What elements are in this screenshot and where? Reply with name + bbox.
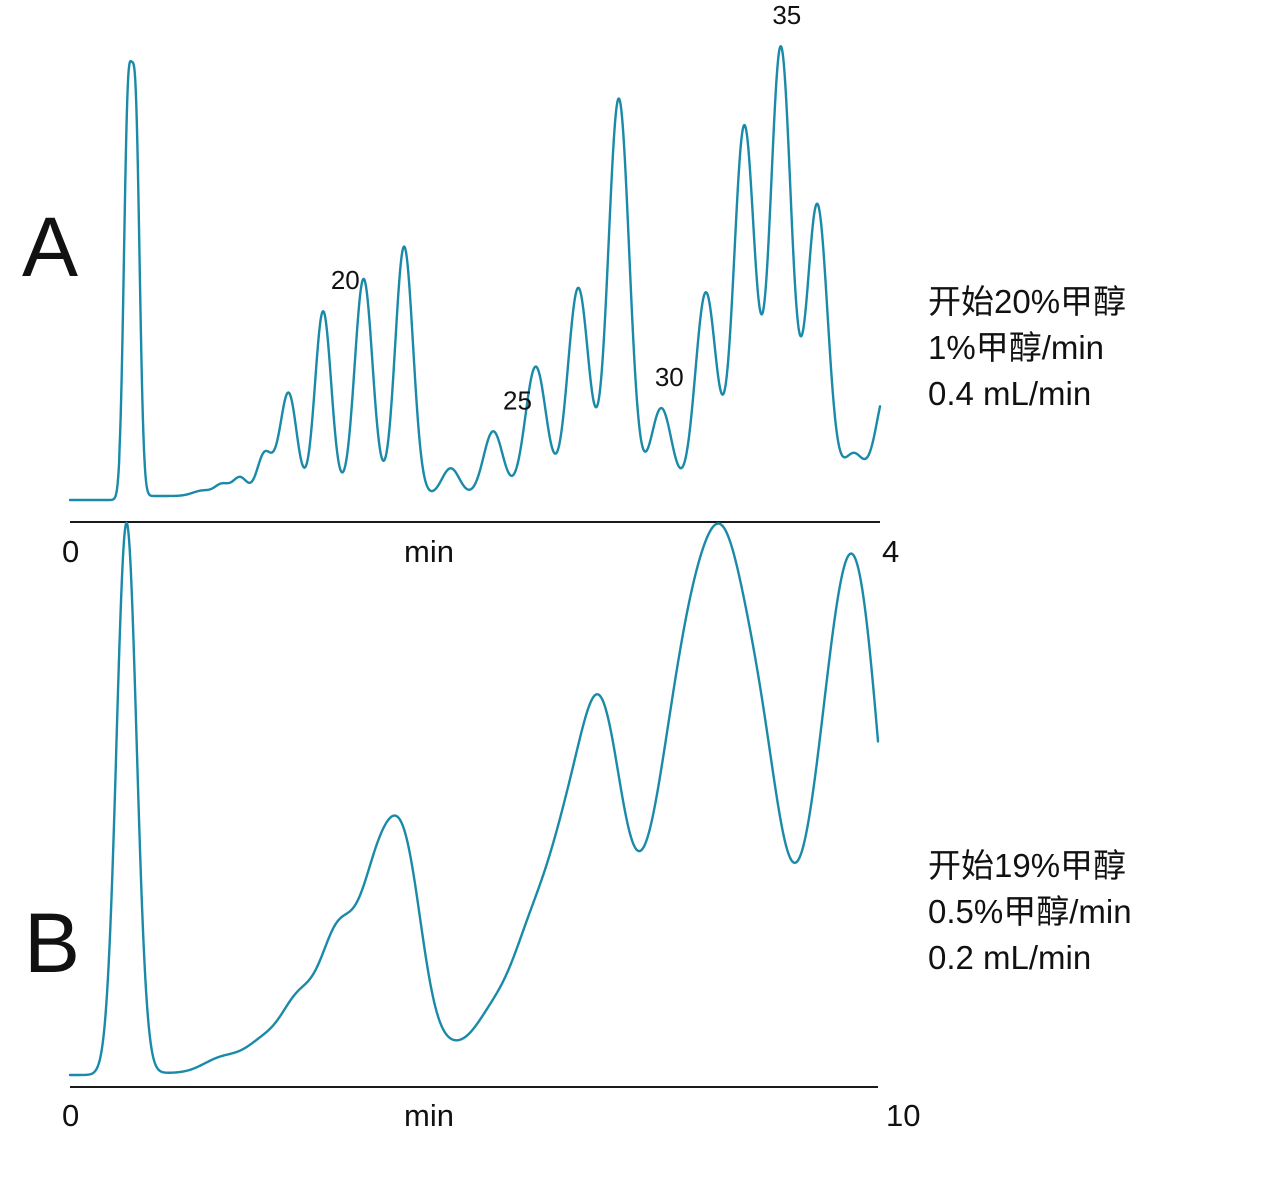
panel-a-condition-gradient: 1%甲醇/min bbox=[928, 329, 1104, 366]
peak-label-35: 35 bbox=[772, 0, 801, 30]
panel-a: A 0 min 4 20 25 30 35 开始20%甲醇 1%甲醇/min 0.4 … bbox=[22, 0, 1126, 569]
panel-a-condition-start: 开始20%甲醇 bbox=[928, 283, 1126, 320]
peak-label-30: 30 bbox=[655, 362, 684, 392]
panel-b: B 0 min 10 开始19%甲醇 0.5%甲醇/min 0.2 mL/min bbox=[24, 521, 1132, 1133]
panel-a-x-tick-end: 4 bbox=[882, 534, 899, 569]
panel-a-peak-labels: 20 25 30 35 bbox=[331, 0, 801, 415]
panel-a-letter: A bbox=[22, 200, 78, 294]
peak-label-20: 20 bbox=[331, 265, 360, 295]
panel-b-letter: B bbox=[24, 896, 80, 990]
panel-a-x-tick-start: 0 bbox=[62, 534, 79, 569]
panel-b-x-tick-end: 10 bbox=[886, 1098, 920, 1133]
panel-b-x-axis-title: min bbox=[404, 1098, 454, 1133]
panel-b-condition-flow: 0.2 mL/min bbox=[928, 939, 1091, 976]
panel-b-condition-start: 开始19%甲醇 bbox=[928, 847, 1126, 884]
panel-b-trace bbox=[68, 521, 880, 1077]
panel-a-trace bbox=[68, 45, 882, 502]
panel-a-condition-flow: 0.4 mL/min bbox=[928, 375, 1091, 412]
panel-b-condition-gradient: 0.5%甲醇/min bbox=[928, 893, 1132, 930]
panel-a-x-axis-title: min bbox=[404, 534, 454, 569]
peak-label-25: 25 bbox=[503, 385, 532, 415]
panel-b-x-tick-start: 0 bbox=[62, 1098, 79, 1133]
